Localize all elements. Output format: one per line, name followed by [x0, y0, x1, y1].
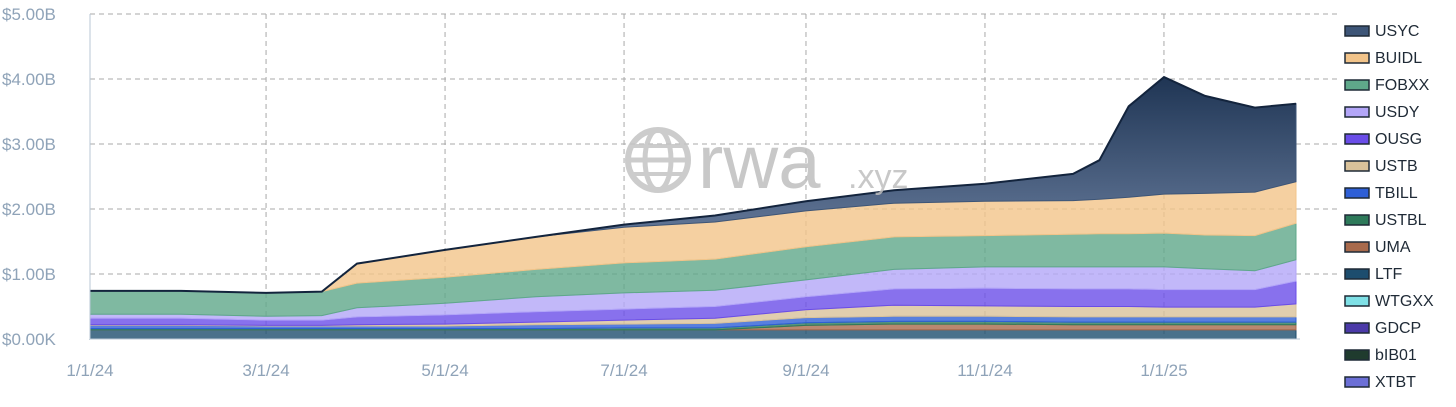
legend-label-usyc[interactable]: USYC: [1375, 23, 1419, 40]
legend-swatch-ousg[interactable]: [1344, 133, 1370, 145]
legend-label-wtgxx[interactable]: WTGXX: [1375, 293, 1434, 310]
legend-label-ustbl[interactable]: USTBL: [1375, 212, 1427, 229]
y-tick-label: $3.00B: [2, 135, 56, 154]
legend-label-uma[interactable]: UMA: [1375, 239, 1411, 256]
legend-swatch-ustbl[interactable]: [1344, 214, 1370, 226]
x-tick-label: 9/1/24: [782, 361, 829, 380]
legend-swatch-uma[interactable]: [1344, 241, 1370, 253]
x-tick-label: 1/1/24: [66, 361, 113, 380]
globe-icon: [625, 127, 691, 193]
legend-label-bib01[interactable]: bIB01: [1375, 347, 1417, 364]
legend-swatch-buidl[interactable]: [1344, 52, 1370, 64]
legend-label-ousg[interactable]: OUSG: [1375, 131, 1422, 148]
legend-label-ustb[interactable]: USTB: [1375, 158, 1418, 175]
legend-swatch-usyc[interactable]: [1344, 25, 1370, 37]
legend-swatch-ltf[interactable]: [1344, 268, 1370, 280]
legend-swatch-gdcp[interactable]: [1344, 322, 1370, 334]
y-tick-label: $2.00B: [2, 200, 56, 219]
total-outline: [90, 75, 1297, 294]
area-series-layer: [89, 75, 1297, 340]
legend-swatch-wtgxx[interactable]: [1344, 295, 1370, 307]
legend-swatch-ustb[interactable]: [1344, 160, 1370, 172]
axes: $0.00K $1.00B $2.00B $3.00B $4.00B $5.00B 1/1/…: [2, 5, 1300, 380]
legend-label-gdcp[interactable]: GDCP: [1375, 320, 1421, 337]
legend-label-fobxx[interactable]: FOBXX: [1375, 77, 1430, 94]
x-tick-label: 1/1/25: [1140, 361, 1187, 380]
legend-label-ltf[interactable]: LTF: [1375, 266, 1402, 283]
legend-label-buidl[interactable]: BUIDL: [1375, 50, 1422, 67]
legend-swatch-tbill[interactable]: [1344, 187, 1370, 199]
legend-swatch-xtbt[interactable]: [1344, 376, 1370, 388]
x-tick-label: 3/1/24: [242, 361, 289, 380]
y-tick-label: $5.00B: [2, 5, 56, 24]
legend-label-usdy[interactable]: USDY: [1375, 104, 1420, 121]
legend-swatch-usdy[interactable]: [1344, 106, 1370, 118]
y-tick-label: $1.00B: [2, 265, 56, 284]
watermark-suffix: .xyz: [848, 158, 908, 196]
legend-label-xtbt[interactable]: XTBT: [1375, 374, 1416, 391]
legend-swatch-bib01[interactable]: [1344, 349, 1370, 361]
x-tick-label: 11/1/24: [957, 361, 1012, 380]
legend-label-tbill[interactable]: TBILL: [1375, 185, 1418, 202]
legend-swatch-fobxx[interactable]: [1344, 79, 1370, 91]
watermark-main: rwa: [698, 120, 821, 205]
y-tick-label: $4.00B: [2, 70, 56, 89]
x-tick-label: 5/1/24: [421, 361, 468, 380]
area-ltf: [89, 329, 1297, 340]
legend: USYC BUIDL FOBXX USDY OUSG USTB TBILL USTBL UMA L…: [1344, 23, 1434, 391]
rwa-watermark: rwa .xyz: [625, 120, 908, 205]
y-tick-label: $0.00K: [2, 330, 57, 349]
x-tick-label: 7/1/24: [600, 361, 647, 380]
